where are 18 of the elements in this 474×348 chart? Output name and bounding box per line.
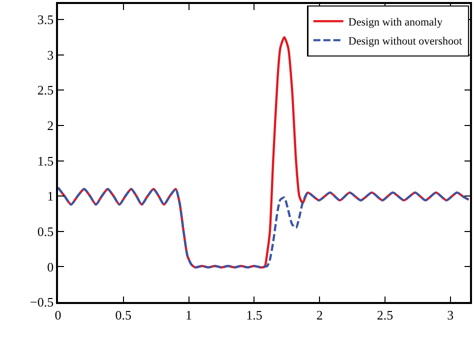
legend-label: Design with anomaly (348, 16, 443, 28)
y-tick-label: 1.5 (37, 153, 54, 168)
y-tick-label: 3 (47, 47, 54, 62)
y-tick-label: 3.5 (37, 12, 54, 28)
y-tick-label: 0.5 (37, 224, 54, 239)
x-tick-label: 3 (447, 307, 454, 322)
x-tick-label: 2 (316, 307, 323, 322)
y-tick-label: 2.5 (37, 82, 54, 98)
legend-label: Design without overshoot (348, 35, 462, 48)
x-tick-label: 1 (186, 307, 192, 322)
x-tick-label: 2.5 (376, 307, 394, 322)
y-tick-label: 1 (47, 188, 54, 204)
y-tick-label: 2 (47, 118, 54, 134)
y-tick-label: 0 (47, 259, 54, 274)
x-tick-label: 1.5 (246, 307, 262, 322)
line-series (58, 186, 470, 268)
y-tick-label: −0.5 (30, 294, 54, 310)
x-tick-label: 0.5 (115, 307, 132, 322)
